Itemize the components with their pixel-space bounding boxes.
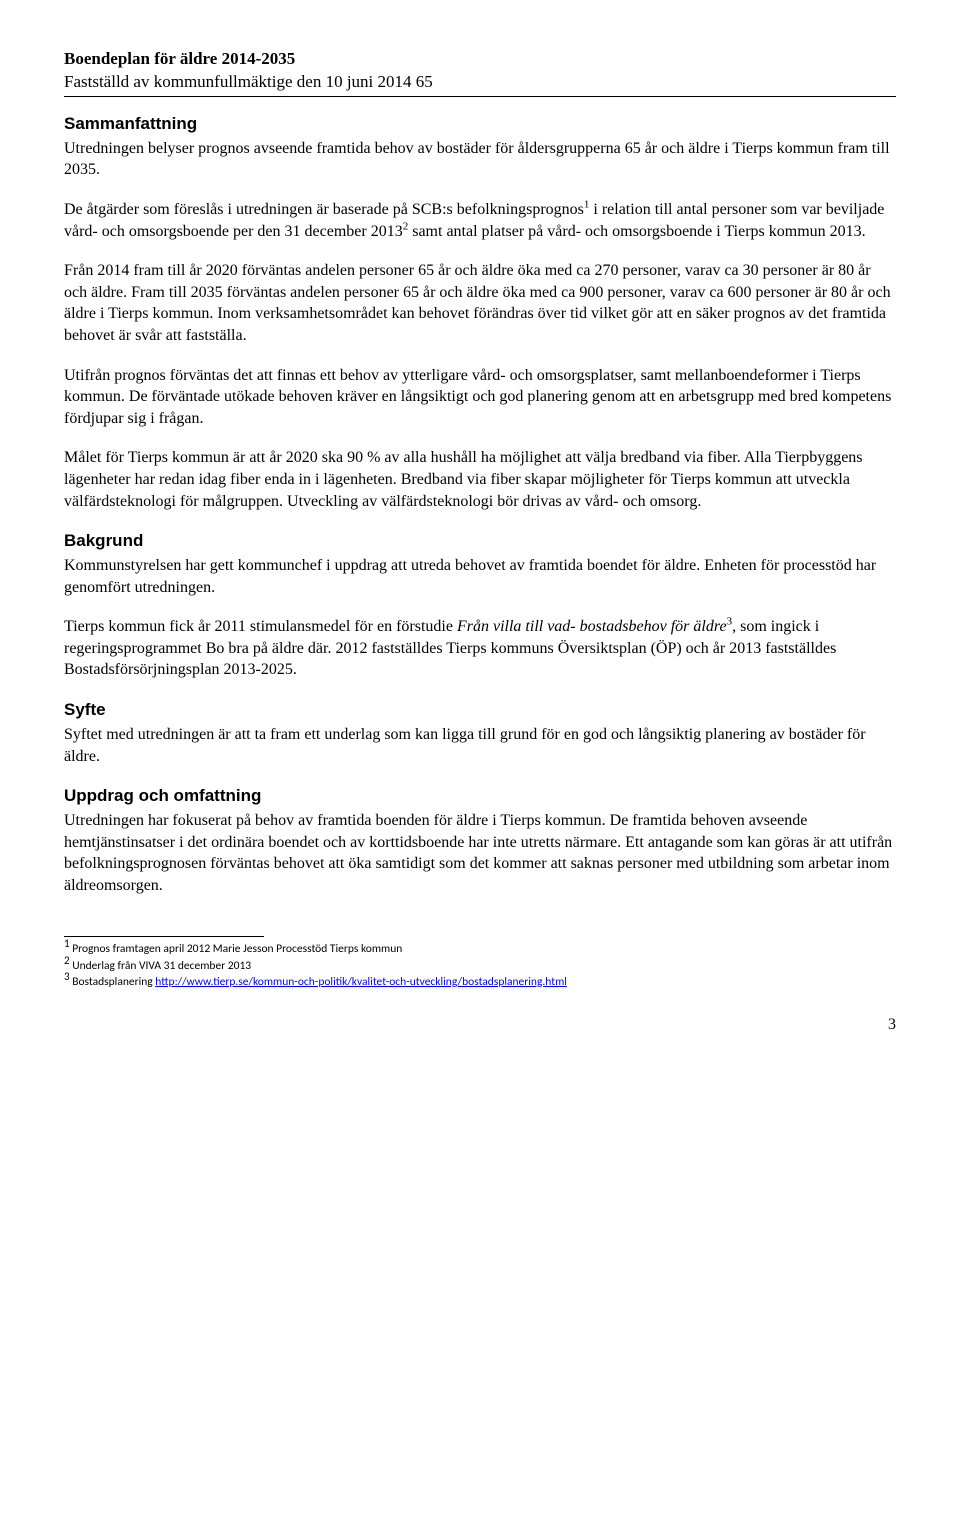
footnote-1: 1 Prognos framtagen april 2012 Marie Jes… (64, 941, 896, 957)
footnote-2-text: Underlag från VIVA 31 december 2013 (72, 959, 251, 973)
heading-syfte: Syfte (64, 699, 896, 722)
footnote-3-link[interactable]: http://www.tierp.se/kommun-och-politik/k… (155, 975, 567, 989)
p2-part-c: samt antal platser på vård- och omsorgsb… (408, 223, 865, 240)
footnote-1-text: Prognos framtagen april 2012 Marie Jesso… (72, 942, 402, 956)
bakgrund-p2: Tierps kommun fick år 2011 stimulansmede… (64, 616, 896, 681)
footnote-3-label: Bostadsplanering (72, 975, 155, 989)
sammanfattning-p5: Målet för Tierps kommun är att år 2020 s… (64, 447, 896, 512)
p2-part-a: De åtgärder som föreslås i utredningen ä… (64, 201, 584, 218)
footnote-3: 3 Bostadsplanering http://www.tierp.se/k… (64, 974, 896, 990)
heading-uppdrag: Uppdrag och omfattning (64, 785, 896, 808)
footnotes-block: 1 Prognos framtagen april 2012 Marie Jes… (64, 936, 896, 989)
sammanfattning-p2: De åtgärder som föreslås i utredningen ä… (64, 199, 896, 242)
footnote-2: 2 Underlag från VIVA 31 december 2013 (64, 958, 896, 974)
sammanfattning-p1: Utredningen belyser prognos avseende fra… (64, 138, 896, 181)
sammanfattning-p4: Utifrån prognos förväntas det att finnas… (64, 365, 896, 430)
header-title: Boendeplan för äldre 2014-2035 (64, 48, 896, 71)
bakgrund-p2-italic: Från villa till vad- bostadsbehov för äl… (457, 618, 727, 635)
sammanfattning-p3: Från 2014 fram till år 2020 förväntas an… (64, 260, 896, 346)
header-subtitle: Fastställd av kommunfullmäktige den 10 j… (64, 71, 896, 94)
heading-bakgrund: Bakgrund (64, 530, 896, 553)
page-header: Boendeplan för äldre 2014-2035 Fastställ… (64, 48, 896, 97)
page-number: 3 (64, 1014, 896, 1036)
heading-sammanfattning: Sammanfattning (64, 113, 896, 136)
header-divider (64, 96, 896, 97)
bakgrund-p2a: Tierps kommun fick år 2011 stimulansmede… (64, 618, 457, 635)
syfte-p1: Syftet med utredningen är att ta fram et… (64, 724, 896, 767)
uppdrag-p1: Utredningen har fokuserat på behov av fr… (64, 810, 896, 896)
bakgrund-p1: Kommunstyrelsen har gett kommunchef i up… (64, 555, 896, 598)
